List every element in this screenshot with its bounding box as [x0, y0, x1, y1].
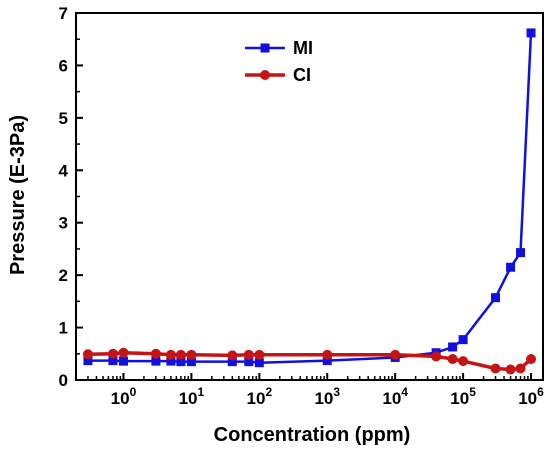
- x-tick-label: 103: [314, 385, 340, 408]
- data-point-ci: [227, 350, 238, 361]
- y-tick-label: 5: [59, 109, 68, 128]
- data-point-ci: [458, 356, 469, 367]
- data-point-mi: [244, 357, 254, 367]
- y-tick-label: 2: [59, 266, 68, 285]
- data-point-ci: [322, 349, 333, 360]
- data-point-mi: [118, 356, 128, 366]
- data-point-mi: [166, 356, 176, 366]
- data-point-ci: [150, 348, 161, 359]
- data-point-mi: [176, 357, 186, 367]
- data-point-ci: [107, 348, 118, 359]
- data-point-mi: [491, 293, 501, 303]
- data-point-mi: [506, 262, 516, 272]
- data-point-ci: [447, 354, 458, 365]
- data-point-mi: [227, 357, 237, 367]
- data-point-ci: [118, 347, 129, 358]
- x-axis-title: Concentration (ppm): [214, 424, 411, 446]
- data-point-ci: [390, 349, 401, 360]
- data-point-ci: [82, 349, 93, 360]
- x-tick-label: 101: [179, 385, 205, 408]
- data-point-ci: [505, 364, 516, 375]
- data-point-ci: [175, 349, 186, 360]
- data-point-mi: [254, 358, 264, 368]
- axes-layer: 0 1 2 3 4 5 6 7 100 101 102 103 104 105 106: [59, 4, 545, 408]
- data-point-mi: [322, 356, 332, 366]
- data-point-ci: [490, 363, 501, 374]
- legend-marker-mi: [260, 43, 270, 53]
- legend: MI CI: [245, 38, 313, 85]
- legend-label-ci: CI: [293, 65, 311, 85]
- data-point-mi: [448, 342, 458, 352]
- x-tick-label: 104: [382, 385, 408, 408]
- x-tick-label: 100: [111, 385, 137, 408]
- data-point-mi: [516, 248, 526, 258]
- data-point-mi: [526, 28, 536, 38]
- data-point-ci: [515, 363, 526, 374]
- legend-label-mi: MI: [293, 38, 313, 58]
- x-tick-label: 102: [247, 385, 273, 408]
- data-point-mi: [458, 335, 468, 345]
- y-tick-label: 4: [59, 161, 69, 180]
- y-axis-title: Pressure (E-3Pa): [7, 115, 29, 275]
- y-tick-label: 0: [59, 371, 68, 390]
- data-point-mi: [83, 356, 93, 366]
- data-point-ci: [165, 349, 176, 360]
- data-point-mi: [151, 356, 161, 366]
- data-point-ci: [526, 354, 537, 365]
- y-tick-label: 7: [59, 4, 68, 23]
- legend-marker-ci: [260, 70, 270, 80]
- y-tick-label: 3: [59, 214, 68, 233]
- data-point-mi: [186, 357, 196, 367]
- x-tick-label: 105: [450, 385, 476, 408]
- data-point-ci: [431, 351, 442, 362]
- x-tick-label: 106: [518, 385, 544, 408]
- data-point-ci: [243, 349, 254, 360]
- data-point-ci: [254, 349, 265, 360]
- y-tick-label: 1: [59, 319, 68, 338]
- data-point-mi: [108, 356, 118, 366]
- y-tick-label: 6: [59, 56, 68, 75]
- series-layer: [82, 28, 537, 375]
- data-point-ci: [186, 349, 197, 360]
